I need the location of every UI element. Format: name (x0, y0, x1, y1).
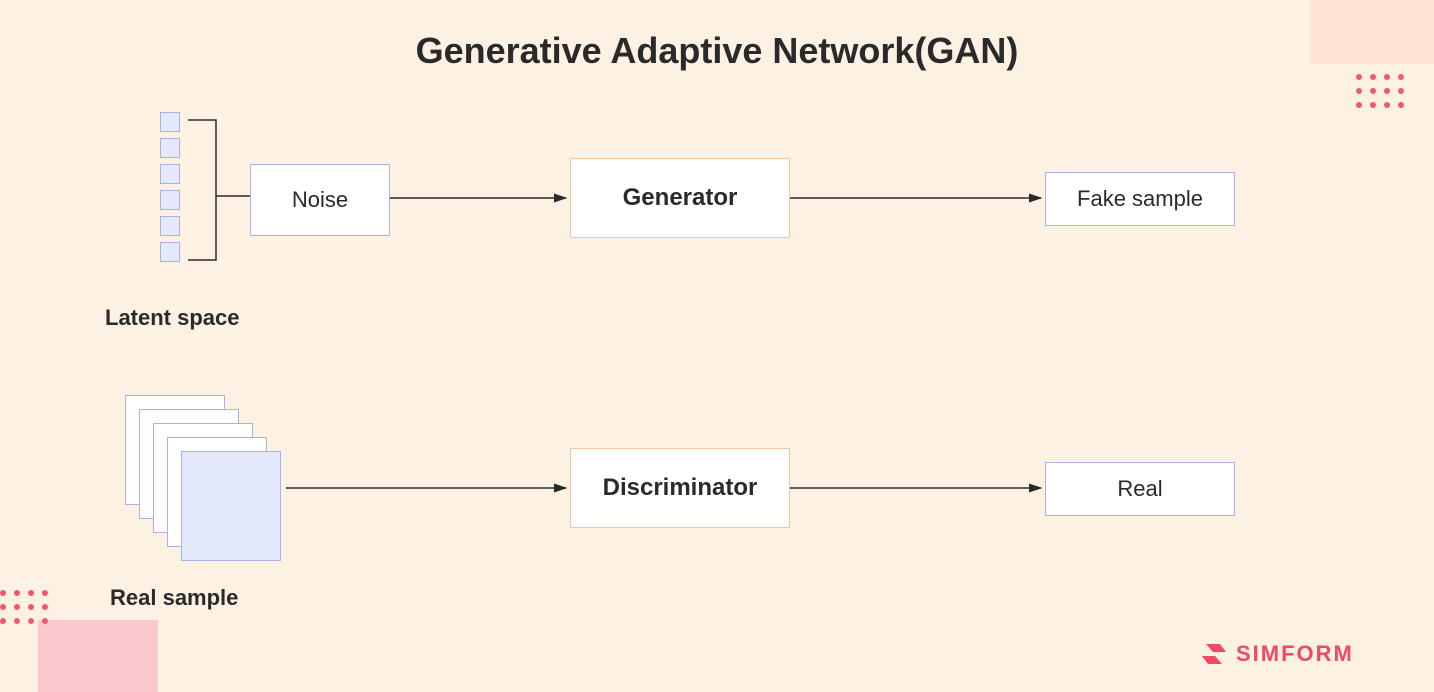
decoration-dot (1384, 74, 1390, 80)
decoration-dot (1370, 74, 1376, 80)
noise-box: Noise (250, 164, 390, 236)
decoration-dot (1398, 74, 1404, 80)
decoration-dot (42, 618, 48, 624)
real-sample-card (181, 451, 281, 561)
decoration-dot (0, 618, 6, 624)
latent-vector-cell (160, 242, 180, 262)
decoration-dot (14, 618, 20, 624)
decoration-dot (0, 604, 6, 610)
latent-space-label: Latent space (105, 305, 240, 331)
decoration-pink-block (38, 620, 158, 692)
generator-label: Generator (623, 184, 738, 212)
decoration-dot (28, 590, 34, 596)
latent-vector-cell (160, 164, 180, 184)
brand-icon (1200, 640, 1228, 668)
decoration-dot (0, 590, 6, 596)
decoration-dot (1356, 102, 1362, 108)
decoration-dot (28, 604, 34, 610)
decoration-dot (42, 590, 48, 596)
decoration-dot (28, 618, 34, 624)
latent-vector-cell (160, 216, 180, 236)
latent-vector-cell (160, 190, 180, 210)
latent-bracket (188, 120, 250, 260)
decoration-dot (1384, 88, 1390, 94)
decoration-dot (1398, 102, 1404, 108)
decoration-dot (1384, 102, 1390, 108)
decoration-dots-top-right (1356, 74, 1404, 108)
decoration-dot (1356, 88, 1362, 94)
arrows-group (286, 198, 1041, 488)
decoration-dot (42, 604, 48, 610)
fake-sample-label: Fake sample (1077, 186, 1203, 212)
diagram-canvas: Generative Adaptive Network(GAN) Noise G… (0, 0, 1434, 692)
discriminator-box: Discriminator (570, 448, 790, 528)
brand-text: SIMFORM (1236, 641, 1354, 667)
real-sample-label: Real sample (110, 585, 238, 611)
real-box: Real (1045, 462, 1235, 516)
decoration-dot (1370, 102, 1376, 108)
decoration-dot (1398, 88, 1404, 94)
decoration-dots-bottom-left (0, 590, 48, 624)
decoration-dot (14, 590, 20, 596)
decoration-dot (1356, 74, 1362, 80)
generator-box: Generator (570, 158, 790, 238)
latent-vector-cell (160, 112, 180, 132)
real-label: Real (1117, 476, 1162, 502)
decoration-dot (1370, 88, 1376, 94)
discriminator-label: Discriminator (603, 474, 758, 502)
diagram-title: Generative Adaptive Network(GAN) (0, 30, 1434, 72)
brand-logo: SIMFORM (1200, 640, 1354, 668)
fake-sample-box: Fake sample (1045, 172, 1235, 226)
noise-label: Noise (292, 187, 348, 213)
decoration-dot (14, 604, 20, 610)
latent-vector-cell (160, 138, 180, 158)
